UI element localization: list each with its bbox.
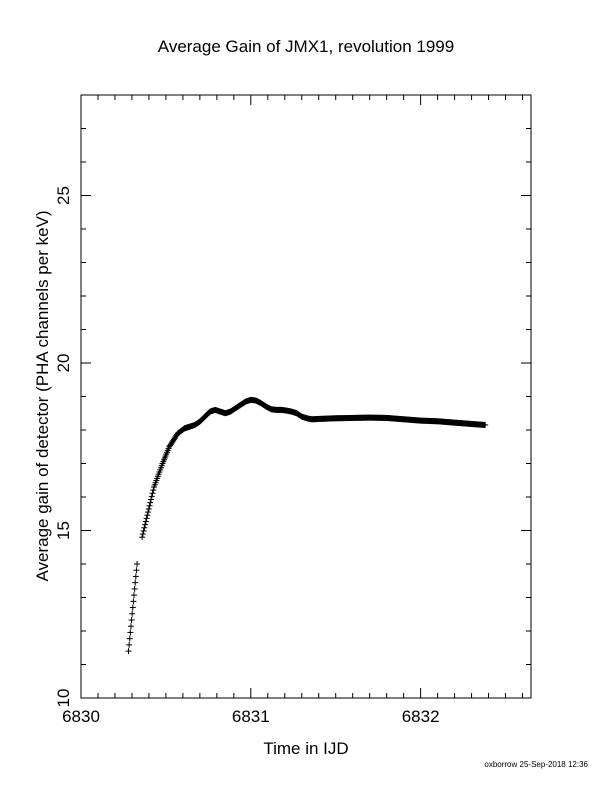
data-point (133, 567, 140, 574)
data-point (128, 616, 135, 623)
data-point (131, 585, 138, 592)
data-point (134, 561, 141, 567)
data-point (482, 421, 489, 428)
x-axis-ticks (80, 95, 524, 698)
data-point (147, 499, 154, 506)
data-point (149, 490, 156, 497)
data-points (125, 396, 489, 655)
data-point (129, 610, 136, 617)
x-tick-label: 6831 (232, 707, 270, 726)
data-point (125, 648, 132, 655)
y-axis-ticks (81, 94, 531, 699)
x-tick-label: 6830 (62, 707, 100, 726)
data-point (127, 623, 134, 630)
data-point (132, 573, 139, 580)
data-point (145, 509, 152, 516)
x-axis-label: Time in IJD (263, 739, 348, 758)
data-point (130, 598, 137, 605)
credit-text: oxborrow 25-Sep-2018 12:36 (484, 760, 588, 769)
x-tick-label: 6832 (402, 707, 440, 726)
data-point (148, 493, 155, 500)
plot-frame (80, 94, 532, 699)
chart-title: Average Gain of JMX1, revolution 1999 (158, 37, 454, 56)
data-point (150, 487, 157, 494)
data-point (142, 518, 149, 525)
data-point (148, 496, 155, 503)
y-axis-label: Average gain of detector (PHA channels p… (33, 210, 52, 581)
data-point (144, 512, 151, 519)
data-point (143, 515, 150, 522)
y-tick-label: 20 (54, 354, 73, 373)
y-tick-label: 15 (54, 521, 73, 540)
y-tick-label: 10 (54, 689, 73, 708)
data-point (127, 629, 134, 636)
data-point (139, 531, 146, 538)
y-tick-label: 25 (54, 186, 73, 205)
y-axis-tick-labels: 10 15 20 25 (54, 186, 73, 707)
data-point (140, 527, 147, 534)
data-point (139, 534, 146, 541)
data-point (126, 635, 133, 642)
data-point (145, 505, 152, 512)
data-point (126, 641, 133, 648)
x-axis-tick-labels: 6830 6831 6832 (62, 707, 439, 726)
data-point (146, 502, 153, 509)
data-point (132, 579, 139, 586)
data-point (142, 521, 149, 528)
data-point (141, 524, 148, 531)
data-point (129, 604, 136, 611)
data-point (131, 592, 138, 599)
